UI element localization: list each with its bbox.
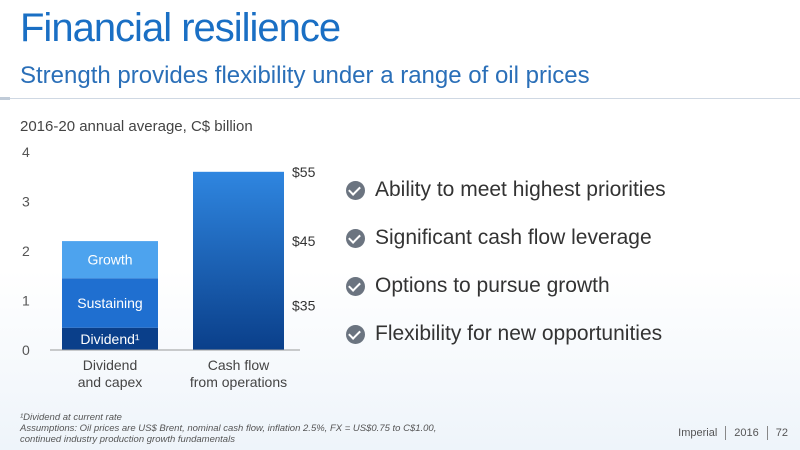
y-tick-label: 1 [22, 293, 30, 309]
footnote-line: ¹Dividend at current rate [20, 412, 122, 423]
y-tick-label: 4 [22, 144, 30, 160]
footer-company: Imperial [678, 427, 718, 439]
bullet-item: Ability to meet highest priorities [346, 178, 666, 202]
footer-separator [766, 426, 768, 440]
slide-subtitle: Strength provides flexibility under a ra… [20, 62, 590, 89]
bullet-item: Significant cash flow leverage [346, 226, 666, 250]
bar-segment-growth [62, 241, 158, 279]
category-label: Cash flow [208, 357, 270, 373]
check-circle-icon [346, 324, 365, 344]
bullet-text: Options to pursue growth [375, 274, 610, 297]
footnote-line: continued industry production growth fun… [20, 434, 235, 445]
bar-segment-label: Growth [87, 252, 132, 268]
bar-segment-label: Sustaining [77, 295, 142, 311]
slide-title: Financial resilience [20, 6, 341, 50]
bar-chart: 0 1 2 3 4 Dividend¹ Sustaining Growth $55 $45 $35 D… [22, 144, 316, 390]
chart-caption: 2016-20 annual average, C$ billion [20, 118, 253, 135]
bullet-item: Flexibility for new opportunities [346, 322, 666, 346]
y-tick-label: 0 [22, 342, 30, 358]
price-scenario-label: $55 [292, 164, 316, 180]
bar-segment-dividend [62, 327, 158, 350]
category-label: and capex [78, 374, 143, 390]
title-divider-accent [0, 97, 10, 100]
slide-footer: Imperial 2016 72 [678, 426, 788, 440]
bar-segment-sustaining [62, 278, 158, 328]
footnote-line: Assumptions: Oil prices are US$ Brent, n… [20, 423, 437, 434]
footer-separator [725, 426, 727, 440]
bullet-text: Flexibility for new opportunities [375, 322, 663, 345]
price-scenario-label: $45 [292, 233, 316, 249]
footer-year: 2016 [734, 427, 759, 439]
title-divider [0, 98, 800, 99]
category-label: Dividend [83, 357, 137, 373]
bar-segment-label: Dividend¹ [80, 331, 139, 347]
bullet-text: Ability to meet highest priorities [375, 178, 666, 201]
footnote: ¹Dividend at current rate Assumptions: O… [20, 412, 436, 445]
page-number: 72 [775, 427, 788, 439]
check-circle-icon [346, 228, 365, 248]
category-label: from operations [190, 374, 287, 390]
check-circle-icon [346, 276, 365, 296]
bar-cash-flow [193, 171, 284, 350]
check-circle-icon [346, 180, 365, 200]
bullet-text: Significant cash flow leverage [375, 226, 652, 249]
bullet-item: Options to pursue growth [346, 274, 666, 298]
price-scenario-label: $35 [292, 297, 316, 313]
y-tick-label: 3 [22, 194, 30, 210]
y-tick-label: 2 [22, 243, 30, 259]
bullet-list: Ability to meet highest priorities Signi… [346, 178, 666, 370]
